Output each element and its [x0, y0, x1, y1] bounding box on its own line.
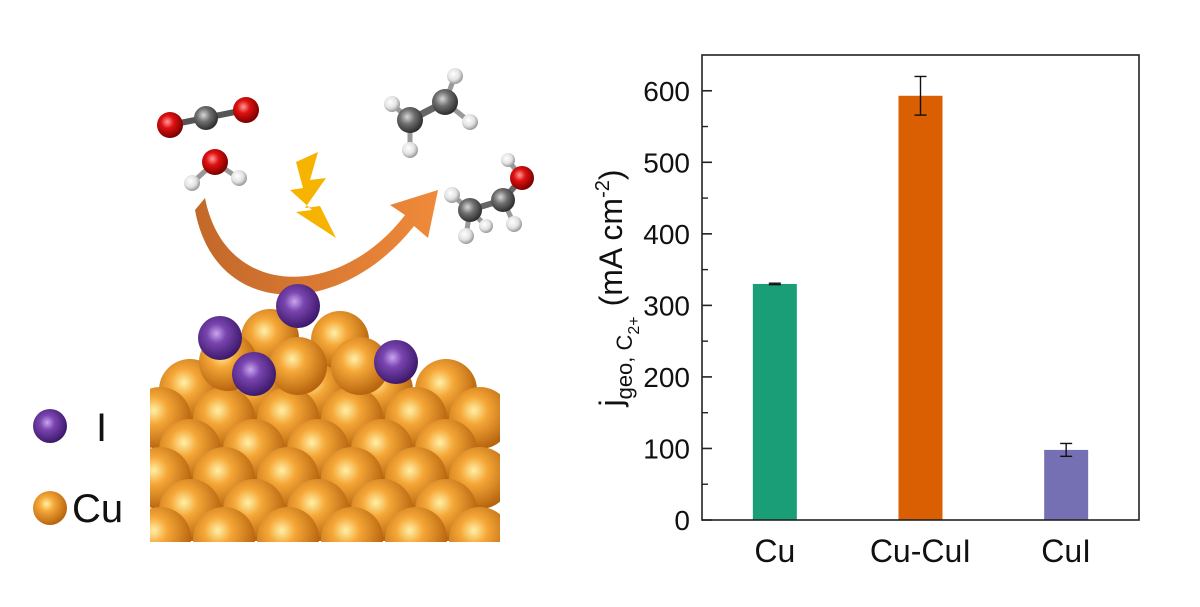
- y-axis-title-main: j: [593, 399, 629, 407]
- y-axis-title-unit: (mA cm: [593, 198, 629, 306]
- y-axis-title-sub1: geo, C: [612, 334, 637, 399]
- ethanol-molecule-icon: [444, 153, 534, 244]
- copper-atom: [257, 507, 319, 542]
- lightning-bolt-icon: [290, 152, 336, 238]
- copper-atom: [321, 507, 383, 542]
- bar-cui: [1044, 449, 1089, 520]
- iodine-atom: [198, 316, 242, 360]
- reaction-illustration: [150, 68, 534, 542]
- water-molecule-icon: [184, 149, 247, 191]
- copper-atom: [331, 337, 389, 395]
- iodine-atom: [374, 340, 418, 384]
- y-axis-title-close: ): [593, 169, 629, 180]
- y-tick-label: 400: [643, 219, 690, 250]
- cu-slab-with-iodine-icon: [150, 284, 500, 542]
- y-tick-label: 500: [643, 147, 690, 178]
- y-axis-title-sup: -2: [592, 180, 614, 198]
- y-tick-label: 600: [643, 76, 690, 107]
- legend-item-copper: Cu: [33, 487, 123, 531]
- plot-frame: [701, 54, 1140, 521]
- copper-atom: [150, 507, 191, 542]
- copper-atom: [193, 507, 255, 542]
- copper-atom: [269, 337, 327, 395]
- reaction-arrow-icon: [195, 190, 438, 295]
- bar-cu-cui: [898, 95, 943, 521]
- y-tick-label: 300: [643, 290, 690, 321]
- copper-atom: [449, 507, 500, 542]
- legend-label-copper: Cu: [72, 487, 123, 531]
- bar-chart: 0 100 200 300 400 500 600 Cu Cu-CuI CuI jgeo, C2…: [592, 54, 1140, 569]
- legend: I Cu: [33, 406, 123, 531]
- iodine-atom: [276, 284, 320, 328]
- x-category-label: Cu: [754, 533, 795, 569]
- co2-molecule-icon: [157, 97, 259, 138]
- x-category-label: Cu-CuI: [870, 533, 971, 569]
- x-category-label: CuI: [1041, 533, 1091, 569]
- legend-item-iodine: I: [33, 406, 107, 450]
- legend-label-iodine: I: [96, 406, 107, 450]
- bar-cu: [752, 283, 797, 520]
- y-axis-title: jgeo, C2+ (mA cm-2): [592, 169, 643, 407]
- copper-atom: [385, 507, 447, 542]
- iodine-atom: [232, 352, 276, 396]
- y-tick-label: 200: [643, 362, 690, 393]
- y-axis-title-sub2: 2+: [626, 316, 643, 334]
- ethylene-molecule-icon: [384, 68, 478, 158]
- iodine-atom-icon: [33, 409, 67, 443]
- copper-atom-icon: [33, 491, 67, 525]
- y-tick-label: 100: [643, 433, 690, 464]
- y-tick-label: 0: [674, 505, 690, 536]
